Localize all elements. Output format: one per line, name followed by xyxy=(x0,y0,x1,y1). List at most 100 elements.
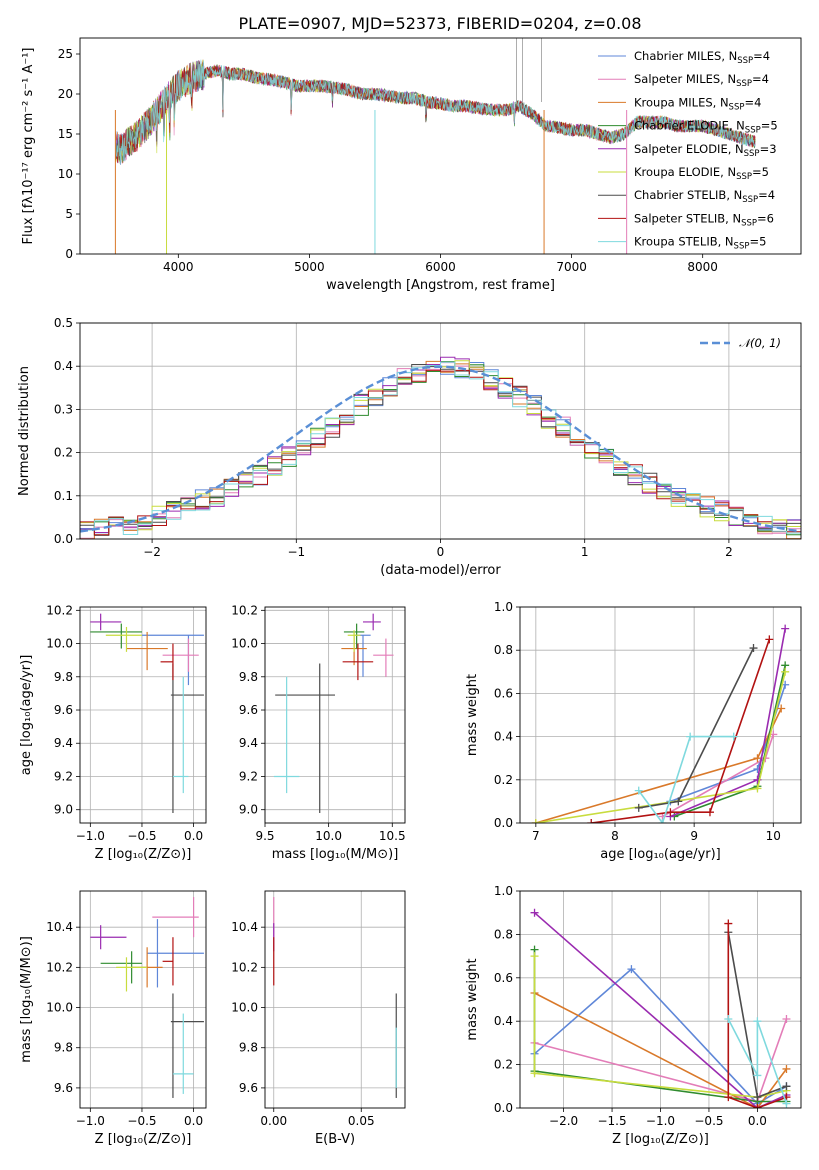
x-tick-label: 0.0 xyxy=(184,829,203,843)
y-tick-label: 20 xyxy=(58,87,73,101)
mass-weight-marker xyxy=(781,667,790,676)
mass-weight-marker xyxy=(686,732,695,741)
x-tick-label: −1 xyxy=(287,545,305,559)
x-tick-label: 1 xyxy=(581,545,589,559)
legend-entry: Chabrier STELIB, NSSP=4 xyxy=(634,188,775,205)
mass-weight-marker xyxy=(777,704,786,713)
x-tick-label: −0.5 xyxy=(694,1114,723,1128)
x-tick-label: −1.5 xyxy=(597,1114,626,1128)
legend-entry: 𝒩(0, 1) xyxy=(739,336,781,350)
y-tick-label: 9.0 xyxy=(54,803,73,817)
plot-area xyxy=(530,908,791,1108)
mass-weight-marker xyxy=(753,1071,762,1080)
axes-frame xyxy=(79,606,207,824)
panel-8: −2.0 −1.5 −1.0 −0.5 0.0 0.0 0.2 0.4 0.6 0.8 1.0 Z [… xyxy=(465,884,802,1147)
panel-1: 4000 5000 6000 7000 8000 0 5 10 15 20 25 wavelength… xyxy=(21,14,802,293)
mass-weight-marker xyxy=(729,732,738,741)
x-axis-label: wavelength [Angstrom, rest frame] xyxy=(326,278,555,293)
x-tick-label: 10.5 xyxy=(379,829,406,843)
mass-weight-line xyxy=(591,639,771,823)
x-tick-label: 5000 xyxy=(294,260,325,274)
error-bar-point xyxy=(90,925,127,950)
error-bar-point xyxy=(373,638,394,677)
mass-weight-marker xyxy=(530,1069,539,1078)
x-tick-label: 0.0 xyxy=(748,1114,767,1128)
axes-frame xyxy=(79,322,802,540)
plot-area xyxy=(531,624,790,823)
mass-weight-line xyxy=(662,734,775,818)
y-tick-label: 1.0 xyxy=(494,884,513,898)
error-bar-point xyxy=(347,630,361,652)
y-axis-label: Normed distribution xyxy=(17,366,32,496)
axes-frame xyxy=(519,890,802,1109)
mass-weight-marker xyxy=(749,644,758,653)
panel-2: −2 −1 0 1 2 0.0 0.1 0.2 0.3 0.4 0.5 (data-model)/er… xyxy=(17,316,802,578)
mass-weight-line xyxy=(727,1018,788,1104)
mass-weight-line xyxy=(638,647,755,809)
error-bar-point xyxy=(363,613,381,631)
y-tick-label: 0.0 xyxy=(494,1101,513,1115)
x-tick-label: −2 xyxy=(143,545,161,559)
mass-weight-marker xyxy=(753,1093,762,1102)
y-tick-label: 9.2 xyxy=(239,769,258,783)
mass-weight-marker xyxy=(724,919,733,928)
y-tick-label: 0.0 xyxy=(54,532,73,546)
x-tick-label: 2 xyxy=(725,545,733,559)
mass-weight-marker xyxy=(782,1015,791,1024)
x-tick-label: 8 xyxy=(611,829,619,843)
legend-entry: Salpeter ELODIE, NSSP=3 xyxy=(634,142,777,159)
y-tick-label: 10.2 xyxy=(46,603,73,617)
mass-weight-marker xyxy=(782,1099,791,1108)
error-bar-point xyxy=(116,957,148,992)
y-tick-label: 9.6 xyxy=(239,1081,258,1095)
y-tick-label: 10.0 xyxy=(231,1001,258,1015)
y-tick-label: 10.0 xyxy=(46,1001,73,1015)
error-bar-point xyxy=(90,623,142,649)
plot-area xyxy=(114,38,756,254)
error-bar-point xyxy=(90,613,122,631)
y-tick-label: 9.4 xyxy=(54,736,73,750)
error-bar-point xyxy=(170,993,204,1098)
error-bar-point xyxy=(172,676,189,794)
histogram-step xyxy=(80,364,801,539)
x-axis-label: mass [log₁₀(M/M⊙)] xyxy=(272,847,399,862)
y-tick-label: 0 xyxy=(65,247,73,261)
mass-weight-line xyxy=(727,923,787,1108)
y-tick-label: 0.4 xyxy=(494,1014,513,1028)
error-bar-point xyxy=(147,919,204,988)
mass-weight-line xyxy=(533,956,787,1099)
plot-area xyxy=(90,613,204,814)
error-bar-point xyxy=(342,643,374,681)
y-tick-label: 1.0 xyxy=(494,600,513,614)
legend-entry: Salpeter STELIB, NSSP=6 xyxy=(634,211,774,228)
mass-weight-marker xyxy=(530,908,539,917)
mass-weight-line xyxy=(533,912,787,1108)
axes-frame xyxy=(264,890,406,1109)
legend-entry: Kroupa ELODIE, NSSP=5 xyxy=(634,165,769,182)
chart-title: PLATE=0907, MJD=52373, FIBERID=0204, z=0… xyxy=(238,14,641,33)
panel-5: 7 8 9 10 0.0 0.2 0.4 0.6 0.8 1.0 age [log₁₀(age/yr… xyxy=(465,600,802,862)
y-tick-label: 9.8 xyxy=(54,670,73,684)
mass-weight-line xyxy=(533,967,787,1105)
mass-weight-marker xyxy=(531,819,540,823)
y-tick-label: 15 xyxy=(58,127,73,141)
mass-weight-marker xyxy=(753,1017,762,1026)
mass-weight-marker xyxy=(530,952,539,961)
x-tick-label: 9.5 xyxy=(255,829,274,843)
legend: Chabrier MILES, NSSP=4 Salpeter MILES, NS… xyxy=(598,49,778,252)
mass-weight-marker xyxy=(658,819,667,823)
y-axis-label: age [log₁₀(age/yr)] xyxy=(19,655,34,776)
y-tick-label: 9.6 xyxy=(239,703,258,717)
x-axis-label: Z [log₁₀(Z/Z⊙)] xyxy=(612,1132,709,1147)
y-tick-label: 10.0 xyxy=(46,637,73,651)
x-axis-label: (data-model)/error xyxy=(380,563,501,578)
x-axis-label: Z [log₁₀(Z/Z⊙)] xyxy=(95,847,192,862)
y-tick-label: 0.6 xyxy=(494,971,513,985)
legend-entry: Salpeter MILES, NSSP=4 xyxy=(634,72,769,89)
mass-weight-marker xyxy=(634,786,643,795)
mass-weight-line xyxy=(535,708,782,823)
x-axis-label: E(B-V) xyxy=(315,1132,355,1147)
panel-4: 9.5 10.0 10.5 9.0 9.2 9.4 9.6 9.8 10.0 10.2 mass [… xyxy=(231,603,405,862)
x-axis-label: age [log₁₀(age/yr)] xyxy=(600,847,721,862)
